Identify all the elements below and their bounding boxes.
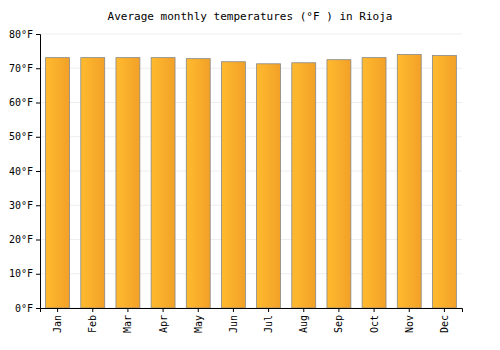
tick-label: 60°F — [9, 97, 33, 108]
tick: Jul — [263, 308, 274, 333]
tick-label: Nov — [404, 315, 415, 333]
tick-mark — [36, 274, 40, 275]
bar — [257, 64, 281, 308]
tick-mark — [36, 68, 40, 69]
tick: Aug — [298, 308, 309, 333]
grid-line — [40, 34, 462, 35]
tick: 70°F — [9, 63, 40, 74]
tick-label: 20°F — [9, 234, 33, 245]
tick-label: 80°F — [9, 29, 33, 40]
tick-label: May — [193, 315, 204, 333]
tick-mark — [163, 308, 164, 312]
tick: 50°F — [9, 131, 40, 142]
plot-area: 0°F 10°F 20°F 30°F 40°F 50°F 60°F 70°F 80°F Jan Fe… — [9, 29, 463, 333]
tick-mark — [36, 205, 40, 206]
tick-label: Jul — [263, 315, 274, 333]
bar — [432, 56, 456, 308]
bar — [327, 60, 351, 308]
tick-label: Mar — [122, 315, 133, 333]
tick-label: Feb — [87, 315, 98, 333]
tick-label: Jun — [228, 315, 239, 333]
bar — [46, 58, 70, 308]
tick-label: Jan — [52, 315, 63, 333]
bar — [397, 55, 421, 308]
tick: May — [193, 308, 204, 333]
tick: 0°F — [15, 303, 40, 314]
bars — [46, 55, 457, 308]
tick-mark — [57, 308, 58, 312]
tick: Jun — [228, 308, 239, 333]
tick-mark — [303, 308, 304, 312]
tick-mark — [36, 240, 40, 241]
bar — [362, 58, 386, 308]
tick: Feb — [87, 308, 98, 333]
y-axis-line — [36, 35, 41, 309]
tick-label: 70°F — [9, 63, 33, 74]
tick: 60°F — [9, 97, 40, 108]
tick-label: Dec — [439, 315, 450, 333]
tick-mark — [409, 308, 410, 312]
tick-label: 50°F — [9, 131, 33, 142]
tick: Sep — [333, 308, 344, 333]
bar — [221, 62, 245, 308]
tick-mark — [36, 103, 40, 104]
tick: 20°F — [9, 234, 40, 245]
grid — [40, 34, 462, 308]
tick-label: Sep — [333, 315, 344, 333]
tick-mark — [36, 137, 40, 138]
tick-mark — [374, 308, 375, 312]
tick-label: Apr — [158, 315, 169, 333]
tick: 80°F — [9, 29, 40, 40]
tick-mark — [444, 308, 445, 312]
tick-mark — [36, 34, 40, 35]
x-axis-line — [41, 309, 463, 313]
tick-label: 30°F — [9, 200, 33, 211]
x-axis: Jan Feb Mar Apr May Jun Jul Aug Sep Oct Nov Dec — [41, 308, 463, 333]
tick: Mar — [122, 308, 133, 333]
bar — [116, 58, 140, 308]
tick-label: Oct — [369, 315, 380, 333]
tick: Apr — [158, 308, 169, 333]
tick-mark — [268, 308, 269, 312]
tick-mark — [198, 308, 199, 312]
tick-label: 0°F — [15, 303, 33, 314]
tick-mark — [36, 308, 40, 309]
tick: Jan — [52, 308, 63, 333]
tick: 10°F — [9, 268, 40, 279]
title: Average monthly temperatures (°F ) in Ri… — [108, 10, 393, 23]
y-axis: 0°F 10°F 20°F 30°F 40°F 50°F 60°F 70°F 80°F — [9, 29, 41, 314]
tick-label: 40°F — [9, 166, 33, 177]
bar — [186, 59, 210, 308]
tick-mark — [92, 308, 93, 312]
tick: 40°F — [9, 166, 40, 177]
tick: Dec — [439, 308, 450, 333]
tick: 30°F — [9, 200, 40, 211]
tick-label: Aug — [298, 315, 309, 333]
tick: Nov — [404, 308, 415, 333]
tick-mark — [127, 308, 128, 312]
tick-label: 10°F — [9, 268, 33, 279]
tick-mark — [338, 308, 339, 312]
bar — [81, 58, 105, 308]
tick-mark — [233, 308, 234, 312]
bar — [292, 63, 316, 308]
tick-mark — [36, 171, 40, 172]
bar — [151, 58, 175, 308]
tick: Oct — [369, 308, 380, 333]
chart: Average monthly temperatures (°F ) in Ri… — [0, 0, 500, 350]
